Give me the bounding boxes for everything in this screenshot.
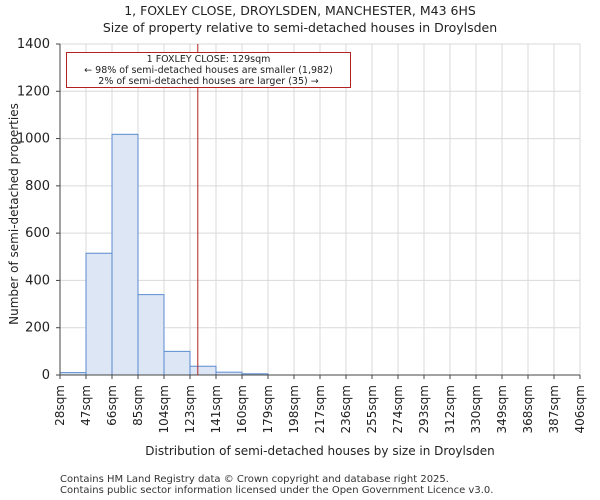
x-tick-label: 406sqm xyxy=(573,385,587,433)
y-tick-label: 200 xyxy=(25,321,50,336)
y-tick-label: 1400 xyxy=(17,37,50,52)
x-tick-label: 368sqm xyxy=(521,385,535,433)
x-tick-label: 66sqm xyxy=(105,385,119,426)
x-tick-label: 236sqm xyxy=(339,385,353,433)
x-tick-label: 141sqm xyxy=(209,385,223,433)
annotation-line-1: 1 FOXLEY CLOSE: 129sqm xyxy=(146,54,271,65)
y-tick-label: 1000 xyxy=(17,132,50,147)
chart-subtitle: Size of property relative to semi-detach… xyxy=(102,20,498,35)
x-tick-label: 293sqm xyxy=(417,385,431,433)
annotation-line-2: ← 98% of semi-detached houses are smalle… xyxy=(84,65,333,76)
chart-title: 1, FOXLEY CLOSE, DROYLSDEN, MANCHESTER, … xyxy=(124,3,476,18)
x-tick-label: 179sqm xyxy=(261,385,275,433)
x-tick-label: 387sqm xyxy=(547,385,561,433)
x-axis-label: Distribution of semi-detached houses by … xyxy=(145,444,495,458)
x-tick-label: 104sqm xyxy=(157,385,171,433)
annotation-line-3: 2% of semi-detached houses are larger (3… xyxy=(98,76,319,87)
x-tick-label: 217sqm xyxy=(313,385,327,433)
y-tick-label: 400 xyxy=(25,273,50,288)
x-tick-label: 28sqm xyxy=(53,385,67,426)
histogram-bar xyxy=(85,252,113,376)
histogram-bar xyxy=(137,294,165,376)
x-tick-label: 255sqm xyxy=(365,385,379,433)
histogram-bar xyxy=(189,365,217,376)
histogram-bar xyxy=(111,133,139,376)
x-tick-label: 123sqm xyxy=(183,385,197,433)
x-tick-label: 198sqm xyxy=(287,385,301,433)
x-tick-label: 312sqm xyxy=(443,385,457,433)
y-tick-label: 1200 xyxy=(17,84,50,99)
x-tick-label: 85sqm xyxy=(131,385,145,426)
x-tick-label: 330sqm xyxy=(469,385,483,433)
property-annotation-box: 1 FOXLEY CLOSE: 129sqm ← 98% of semi-det… xyxy=(66,52,351,88)
footer-licence: Contains public sector information licen… xyxy=(60,485,494,496)
y-tick-label: 800 xyxy=(25,179,50,194)
x-tick-label: 349sqm xyxy=(495,385,509,433)
histogram-bar xyxy=(163,350,191,376)
y-tick-label: 600 xyxy=(25,226,50,241)
footer-copyright: Contains HM Land Registry data © Crown c… xyxy=(60,474,449,485)
y-tick-label: 0 xyxy=(42,368,50,383)
x-tick-label: 274sqm xyxy=(391,385,405,433)
y-axis-label: Number of semi-detached properties xyxy=(7,103,21,325)
x-tick-label: 47sqm xyxy=(79,385,93,426)
x-tick-label: 160sqm xyxy=(235,385,249,433)
